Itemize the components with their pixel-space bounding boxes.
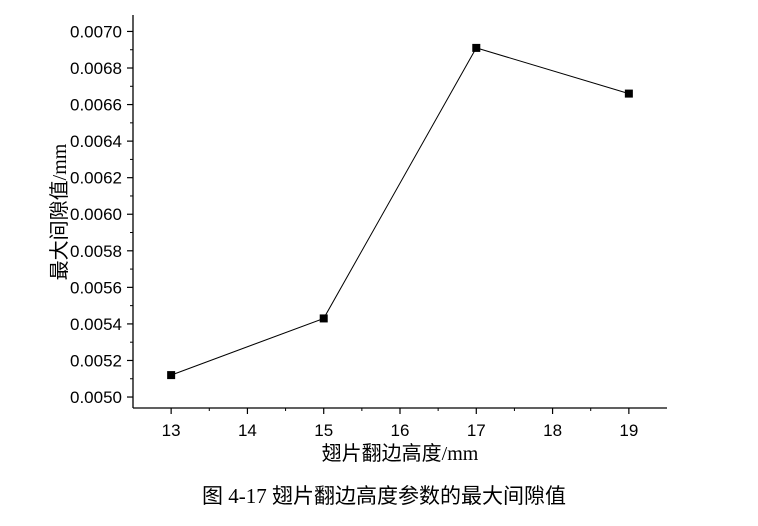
y-axis-title: 最大间隙值/mm [48, 143, 71, 280]
x-tick-label: 18 [543, 421, 562, 440]
x-axis-title: 翅片翻边高度/mm [322, 442, 479, 465]
y-tick-label: 0.0058 [70, 242, 122, 261]
data-point [167, 371, 176, 380]
y-tick-label: 0.0066 [70, 96, 122, 115]
series [167, 43, 633, 380]
x-tick-label: 17 [467, 421, 486, 440]
data-point [319, 314, 328, 323]
data-point [624, 89, 633, 98]
axes [132, 15, 667, 409]
data-point [472, 43, 481, 52]
series-line [170, 47, 630, 376]
y-tick-label: 0.0050 [70, 388, 122, 407]
y-tick-label: 0.0068 [70, 59, 122, 78]
y-tick-label: 0.0070 [70, 22, 122, 41]
x-tick-label: 19 [619, 421, 638, 440]
y-tick-label: 0.0052 [70, 351, 122, 370]
y-tick-label: 0.0064 [70, 132, 122, 151]
y-tick-label: 0.0060 [70, 205, 122, 224]
x-tick-label: 15 [314, 421, 333, 440]
y-tick-label: 0.0062 [70, 169, 122, 188]
y-ticks: 0.0050 0.0052 0.0054 0.0056 0.0058 0.0060 0.00… [70, 22, 133, 407]
x-tick-label: 16 [391, 421, 410, 440]
y-tick-label: 0.0056 [70, 278, 122, 297]
figure-caption: 图 4-17 翅片翻边高度参数的最大间隙值 [202, 484, 566, 508]
y-tick-label: 0.0054 [70, 315, 122, 334]
x-ticks: 13 14 15 16 17 18 19 [162, 408, 638, 440]
x-tick-label: 13 [162, 421, 181, 440]
x-tick-label: 14 [238, 421, 257, 440]
